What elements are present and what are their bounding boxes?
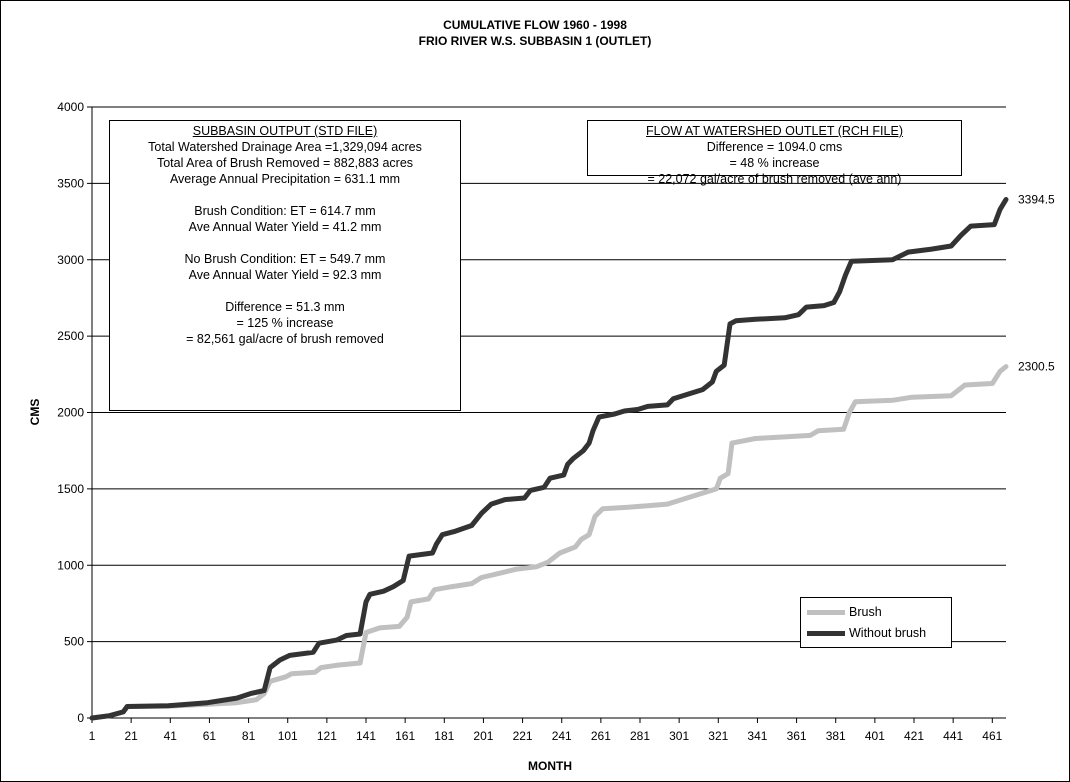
left-box-line: Ave Annual Water Yield = 92.3 mm (188, 268, 382, 282)
right-box-line: = 48 % increase (729, 156, 820, 170)
legend-swatch-without-brush (807, 630, 845, 636)
legend-item-brush: Brush (807, 604, 882, 620)
left-box-line: = 82,561 gal/acre of brush removed (186, 332, 384, 346)
xtick-label: 301 (669, 729, 689, 743)
left-box-line: Total Watershed Drainage Area =1,329,094… (148, 140, 422, 154)
xtick-label: 401 (865, 729, 885, 743)
xtick-label: 341 (747, 729, 767, 743)
subbasin-output-header: SUBBASIN OUTPUT (STD FILE) (192, 124, 378, 138)
chart-subtitle: FRIO RIVER W.S. SUBBASIN 1 (OUTLET) (418, 34, 652, 48)
left-box-line: Brush Condition: ET = 614.7 mm (194, 204, 376, 218)
xtick-label: 221 (513, 729, 533, 743)
left-box-line: Ave Annual Water Yield = 41.2 mm (188, 220, 382, 234)
xtick-label: 421 (904, 729, 924, 743)
subbasin-output-box: SUBBASIN OUTPUT (STD FILE) Total Watersh… (109, 120, 461, 411)
flow-outlet-lines: Difference = 1094.0 cms = 48 % increase = … (588, 139, 961, 187)
end-labels: 2300.5 3394.5 (1018, 192, 1055, 373)
xtick-label: 261 (591, 729, 611, 743)
xtick-label: 101 (278, 729, 298, 743)
xtick-label: 181 (434, 729, 454, 743)
ytick-label: 4000 (57, 100, 84, 114)
xtick-label: 41 (164, 729, 178, 743)
xtick-label: 141 (356, 729, 376, 743)
legend-item-without-brush: Without brush (807, 625, 926, 641)
xtick-label: 81 (242, 729, 256, 743)
legend: Brush Without brush (800, 597, 952, 648)
xtick-label: 361 (787, 729, 807, 743)
legend-swatch-brush (807, 609, 845, 615)
right-box-line: Difference = 1094.0 cms (706, 140, 843, 154)
left-box-line: = 125 % increase (236, 316, 334, 330)
series-line-without-brush (89, 197, 1009, 721)
ytick-label: 1500 (57, 482, 84, 496)
axes (87, 106, 1006, 723)
flow-outlet-box: FLOW AT WATERSHED OUTLET (RCH FILE) Diff… (587, 120, 962, 186)
xtick-label: 381 (826, 729, 846, 743)
series-lines (89, 197, 1009, 721)
ytick-label: 500 (64, 635, 84, 649)
series-line-brush (89, 364, 1009, 721)
ytick-label: 1000 (57, 558, 84, 572)
right-box-line: = 22,072 gal/acre of brush removed (ave … (647, 172, 902, 186)
xtick-label: 441 (943, 729, 963, 743)
flow-outlet-header: FLOW AT WATERSHED OUTLET (RCH FILE) (646, 124, 903, 138)
left-box-line: Total Area of Brush Removed = 882,883 ac… (156, 156, 414, 170)
legend-label-without-brush: Without brush (849, 626, 927, 640)
y-tick-labels: 0 500 1000 1500 2000 2500 3000 3500 4000 (57, 100, 84, 725)
ytick-label: 3000 (57, 253, 84, 267)
xtick-label: 1 (89, 729, 96, 743)
left-box-line: No Brush Condition: ET = 549.7 mm (184, 252, 386, 266)
x-axis-label: MONTH (528, 759, 572, 773)
left-box-line: Difference = 51.3 mm (225, 300, 345, 314)
left-box-line: Average Annual Precipitation = 631.1 mm (169, 172, 401, 186)
xtick-label: 201 (473, 729, 493, 743)
xtick-label: 281 (630, 729, 650, 743)
ytick-label: 2500 (57, 329, 84, 343)
legend-label-brush: Brush (849, 605, 882, 619)
xtick-label: 321 (708, 729, 728, 743)
left-box-line (110, 187, 460, 203)
chart-title: CUMULATIVE FLOW 1960 - 1998 (443, 18, 627, 32)
subbasin-output-lines: Total Watershed Drainage Area =1,329,094… (110, 139, 460, 347)
ytick-label: 3500 (57, 176, 84, 190)
xtick-label: 121 (317, 729, 337, 743)
ytick-label: 0 (77, 711, 84, 725)
xtick-label: 241 (552, 729, 572, 743)
end-label-brush: 2300.5 (1018, 360, 1055, 374)
xtick-label: 161 (395, 729, 415, 743)
left-box-line (110, 235, 460, 251)
xtick-label: 21 (124, 729, 138, 743)
ytick-label: 2000 (57, 406, 84, 420)
end-label-without-brush: 3394.5 (1018, 192, 1055, 206)
left-box-line (110, 283, 460, 299)
xtick-label: 61 (203, 729, 217, 743)
xtick-label: 461 (982, 729, 1002, 743)
y-axis-label: CMS (28, 399, 42, 426)
x-tick-labels: 1 21 41 61 81 101 121 141 161 181 201 221 241 261 281 3… (89, 729, 1003, 743)
